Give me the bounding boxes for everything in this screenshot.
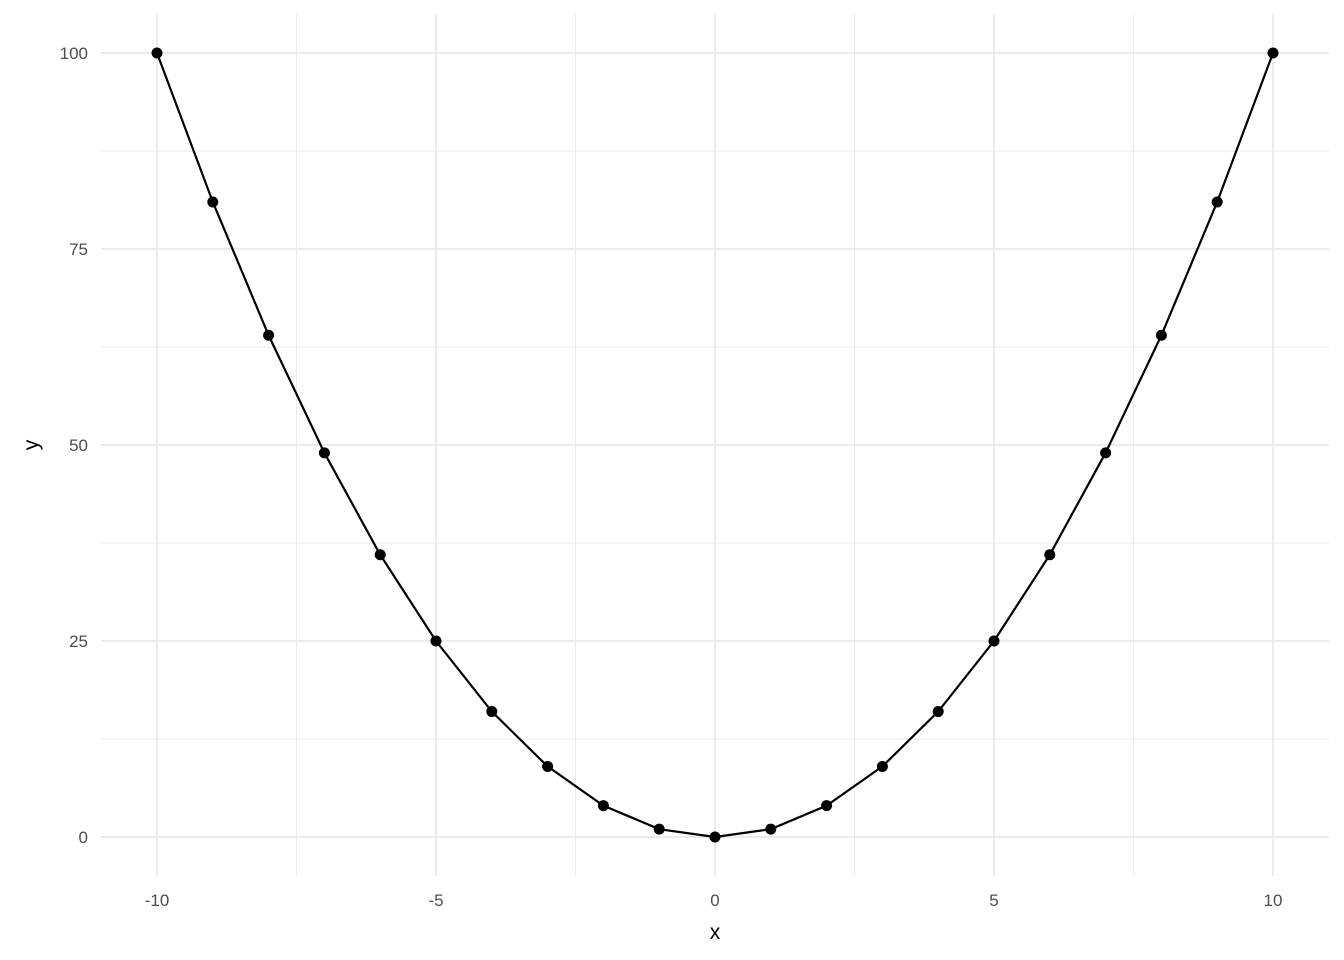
data-point xyxy=(430,635,442,647)
y-tick-label: 50 xyxy=(69,436,88,455)
data-point xyxy=(988,635,1000,647)
data-point xyxy=(1267,47,1279,59)
grid xyxy=(101,14,1329,876)
y-tick-label: 75 xyxy=(69,240,88,259)
x-tick-labels: -10 -5 0 5 10 xyxy=(145,891,1283,910)
data-point xyxy=(542,760,554,772)
y-tick-label: 0 xyxy=(79,828,88,847)
y-tick-labels: 0 25 50 75 100 xyxy=(60,44,88,847)
data-point xyxy=(765,823,777,835)
data-point xyxy=(1211,196,1223,208)
data-point xyxy=(932,706,944,718)
x-tick-label: -5 xyxy=(428,891,443,910)
data-point xyxy=(486,706,498,718)
data-point xyxy=(151,47,163,59)
data-point xyxy=(374,549,386,561)
x-tick-label: -10 xyxy=(145,891,170,910)
x-tick-label: 0 xyxy=(710,891,719,910)
data-point xyxy=(207,196,219,208)
x-tick-label: 5 xyxy=(989,891,998,910)
data-point xyxy=(821,800,833,812)
x-tick-label: 10 xyxy=(1264,891,1283,910)
data-point xyxy=(263,329,275,341)
data-point xyxy=(653,823,665,835)
data-point xyxy=(597,800,609,812)
y-tick-label: 25 xyxy=(69,632,88,651)
data-point xyxy=(1044,549,1056,561)
data-point xyxy=(1100,447,1112,459)
data-point xyxy=(1155,329,1167,341)
data-point xyxy=(876,760,888,772)
series-points xyxy=(151,47,1279,843)
data-point xyxy=(318,447,330,459)
y-tick-label: 100 xyxy=(60,44,88,63)
data-point xyxy=(709,831,721,843)
x-axis-title: x xyxy=(710,921,721,944)
y-axis-title: y xyxy=(20,439,43,450)
